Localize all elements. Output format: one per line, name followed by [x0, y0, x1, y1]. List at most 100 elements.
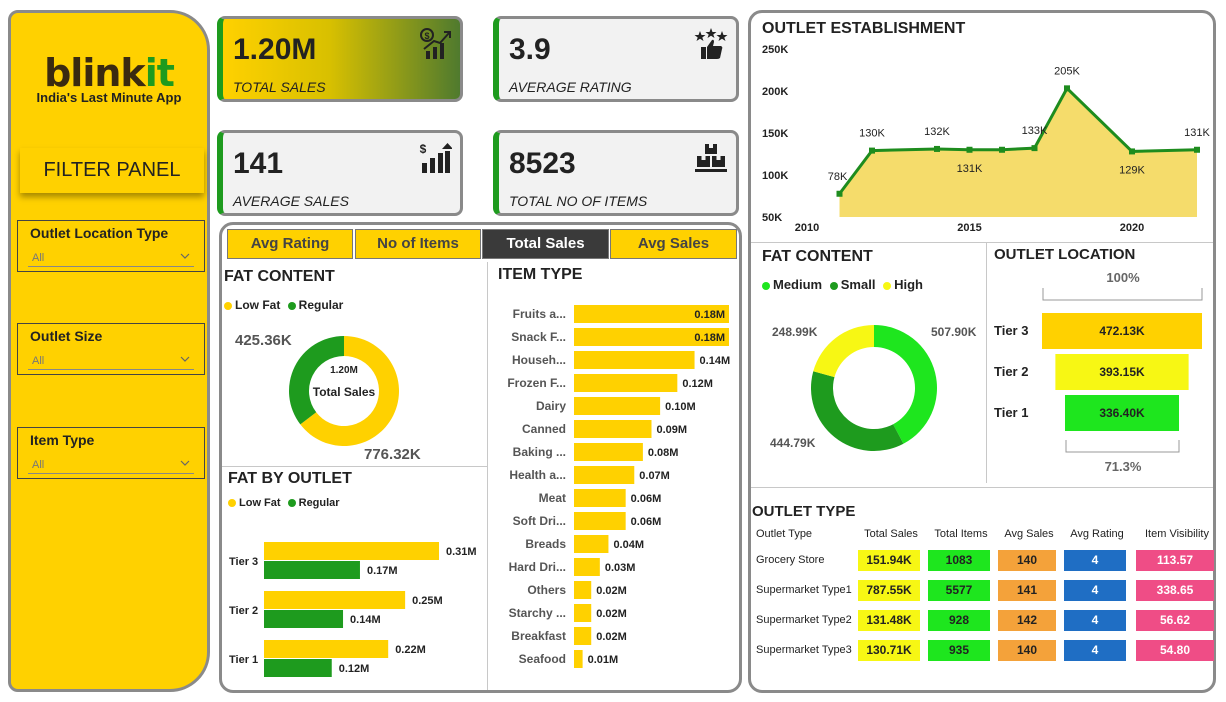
item-type-dropdown[interactable]: All	[28, 456, 194, 474]
kpi-total-sales: 1.20M TOTAL SALES $	[217, 16, 463, 102]
donut-slice-low-fat[interactable]	[300, 336, 399, 446]
fat-by-outlet-legend: Low Fat Regular	[228, 497, 340, 509]
funnel-bar[interactable]	[1055, 354, 1189, 390]
y-tick-label: 150K	[762, 128, 788, 140]
dollar-bar-growth-icon: $	[420, 142, 452, 173]
data-label: 129K	[1119, 164, 1145, 176]
fat-content-outlet-legend: Medium Small High	[762, 277, 923, 292]
bar-regular[interactable]	[264, 659, 332, 677]
data-point[interactable]	[836, 190, 843, 197]
item-type-value: 0.09M	[657, 424, 688, 436]
legend-dot-medium	[762, 281, 770, 290]
bar-regular[interactable]	[264, 610, 344, 628]
data-point[interactable]	[1129, 148, 1135, 155]
item-type-bar[interactable]	[574, 535, 609, 553]
kpi-value: 1.20M	[233, 33, 317, 66]
table-cell: 4	[1064, 550, 1126, 571]
data-point[interactable]	[1031, 145, 1038, 152]
y-tick-label: 50K	[762, 212, 782, 224]
table-cell: 141	[998, 580, 1056, 601]
bar-low-fat[interactable]	[264, 640, 389, 658]
tab-avg-sales[interactable]: Avg Sales	[610, 229, 737, 259]
data-point[interactable]	[999, 146, 1005, 153]
kpi-caption: TOTAL SALES	[233, 79, 326, 95]
x-tick-label: 2020	[1120, 222, 1144, 234]
table-row-label: Grocery Store	[756, 554, 825, 566]
kpi-caption: TOTAL NO OF ITEMS	[509, 193, 648, 209]
sales-growth-icon: $	[420, 28, 451, 59]
item-type-label: Hard Dri...	[509, 560, 566, 574]
table-cell: 787.55K	[858, 580, 920, 601]
item-type-value: 0.12M	[682, 378, 713, 390]
bar-regular[interactable]	[264, 561, 360, 579]
table-cell: 54.80	[1136, 640, 1214, 661]
item-type-bar[interactable]	[574, 604, 592, 622]
item-type-bar[interactable]	[574, 397, 661, 415]
item-type-value: 0.02M	[596, 608, 627, 620]
blinkit-logo: blinkit	[44, 51, 175, 95]
item-type-bar[interactable]	[574, 489, 626, 507]
outlet-establishment-chart: 250K 200K 150K 100K 50K 2010 2015 2020 78K 130K 13…	[762, 44, 1211, 234]
item-type-bar[interactable]	[574, 328, 729, 346]
data-point[interactable]	[1064, 85, 1070, 92]
bar-low-fat[interactable]	[264, 591, 406, 609]
legend-dot-low-fat	[224, 301, 232, 310]
item-type-bar[interactable]	[574, 650, 583, 668]
table-header-cell: Outlet Type	[756, 528, 813, 540]
fat-by-outlet-chart: Tier 3 0.31M 0.17M Tier 2 0.25M 0.14M Tier 1 0.…	[229, 542, 477, 677]
item-type-bar[interactable]	[574, 305, 729, 323]
table-header-cell: Item Visibility	[1145, 528, 1209, 540]
item-type-bar[interactable]	[574, 351, 695, 369]
table-cell: 4	[1064, 580, 1126, 601]
tab-no-of-items[interactable]: No of Items	[355, 229, 481, 259]
item-type-bar[interactable]	[574, 443, 643, 461]
slicer-outlet-location-type: Outlet Location Type All	[17, 220, 205, 272]
donut-slice-medium[interactable]	[874, 325, 937, 444]
donut-label-medium: 507.90K	[931, 325, 977, 339]
item-type-bar[interactable]	[574, 581, 592, 599]
item-type-bar[interactable]	[574, 512, 626, 530]
funnel-bar[interactable]	[1064, 395, 1180, 431]
legend-dot-regular	[287, 499, 296, 508]
item-type-value: 0.02M	[596, 585, 627, 597]
funnel-category-label: Tier 2	[994, 364, 1028, 379]
outlet-location-type-dropdown[interactable]: All	[28, 249, 194, 267]
y-tick-label: 100K	[762, 170, 788, 182]
data-point[interactable]	[869, 147, 875, 154]
chevron-down-icon	[180, 460, 190, 466]
donut-label-regular: 425.36K	[235, 332, 292, 349]
data-label: 132K	[924, 126, 950, 138]
item-type-bar[interactable]	[574, 466, 635, 484]
funnel-category-label: Tier 3	[994, 323, 1028, 338]
divider	[751, 487, 1213, 488]
funnel-value-label: 393.15K	[1099, 365, 1145, 379]
item-type-bar[interactable]	[574, 627, 592, 645]
donut-slice-small[interactable]	[811, 371, 904, 452]
kpi-value: 3.9	[509, 33, 551, 66]
item-type-value: 0.18M	[694, 332, 725, 344]
item-type-bar[interactable]	[574, 558, 600, 576]
bar-low-fat[interactable]	[264, 542, 439, 560]
donut-slice-regular[interactable]	[289, 336, 344, 425]
data-point[interactable]	[1194, 146, 1200, 153]
data-label: 133K	[1022, 125, 1048, 137]
data-point[interactable]	[966, 146, 973, 153]
outlet-size-dropdown[interactable]: All	[28, 352, 194, 370]
funnel-category-label: Tier 1	[994, 405, 1028, 420]
item-type-label: Frozen F...	[507, 376, 566, 390]
legend-dot-regular	[287, 301, 296, 310]
table-header-cell: Avg Rating	[1070, 528, 1124, 540]
item-type-label: Canned	[522, 422, 566, 436]
funnel-bar[interactable]	[1042, 313, 1202, 349]
table-cell: 131.48K	[858, 610, 920, 631]
bar-value-label: 0.17M	[367, 565, 398, 577]
tab-total-sales[interactable]: Total Sales	[482, 229, 609, 259]
tab-avg-rating[interactable]: Avg Rating	[227, 229, 353, 259]
item-type-bar[interactable]	[574, 420, 652, 438]
legend-dot-low-fat	[228, 499, 236, 508]
data-point[interactable]	[934, 145, 940, 152]
item-type-bar[interactable]	[574, 374, 678, 392]
item-type-value: 0.04M	[613, 539, 644, 551]
funnel-bracket-bottom	[1065, 440, 1180, 453]
donut-slice-high[interactable]	[813, 325, 874, 378]
